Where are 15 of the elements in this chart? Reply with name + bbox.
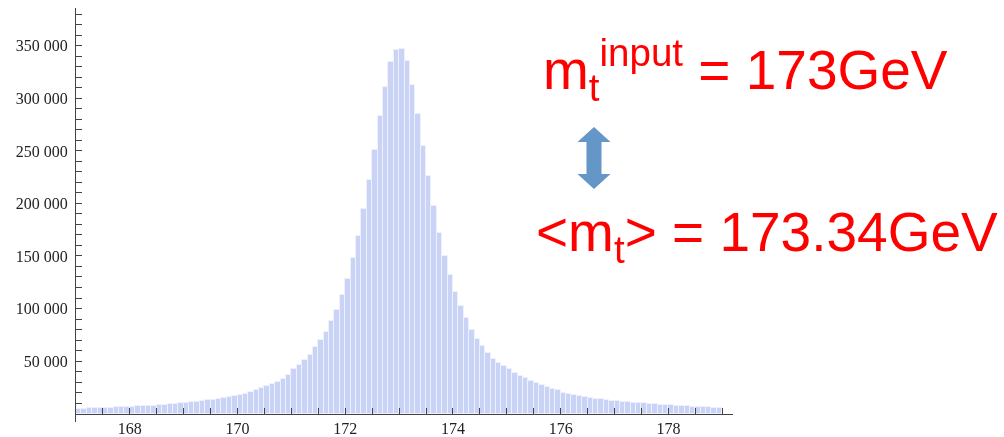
y-tick-label: 350 000 — [15, 37, 68, 55]
y-tick-label: 250 000 — [15, 142, 68, 160]
x-tick-label: 174 — [440, 419, 465, 437]
x-tick-label: 170 — [225, 419, 250, 437]
y-tick-label: 200 000 — [15, 195, 68, 213]
y-tick-label: 300 000 — [15, 89, 68, 107]
annotation: <m$_{t}$> = 173.34GeV — [536, 201, 999, 271]
x-tick-label: 178 — [656, 419, 681, 437]
annotation: m$_{t}$$^{input}$ = 173GeV — [543, 31, 948, 109]
x-tick-label: 172 — [333, 419, 358, 437]
x-tick-label: 176 — [548, 419, 573, 437]
y-tick-label: 100 000 — [15, 300, 68, 318]
y-tick-label: 50 000 — [23, 352, 68, 370]
x-tick-label: 168 — [117, 419, 142, 437]
y-tick-label: 150 000 — [15, 247, 68, 265]
